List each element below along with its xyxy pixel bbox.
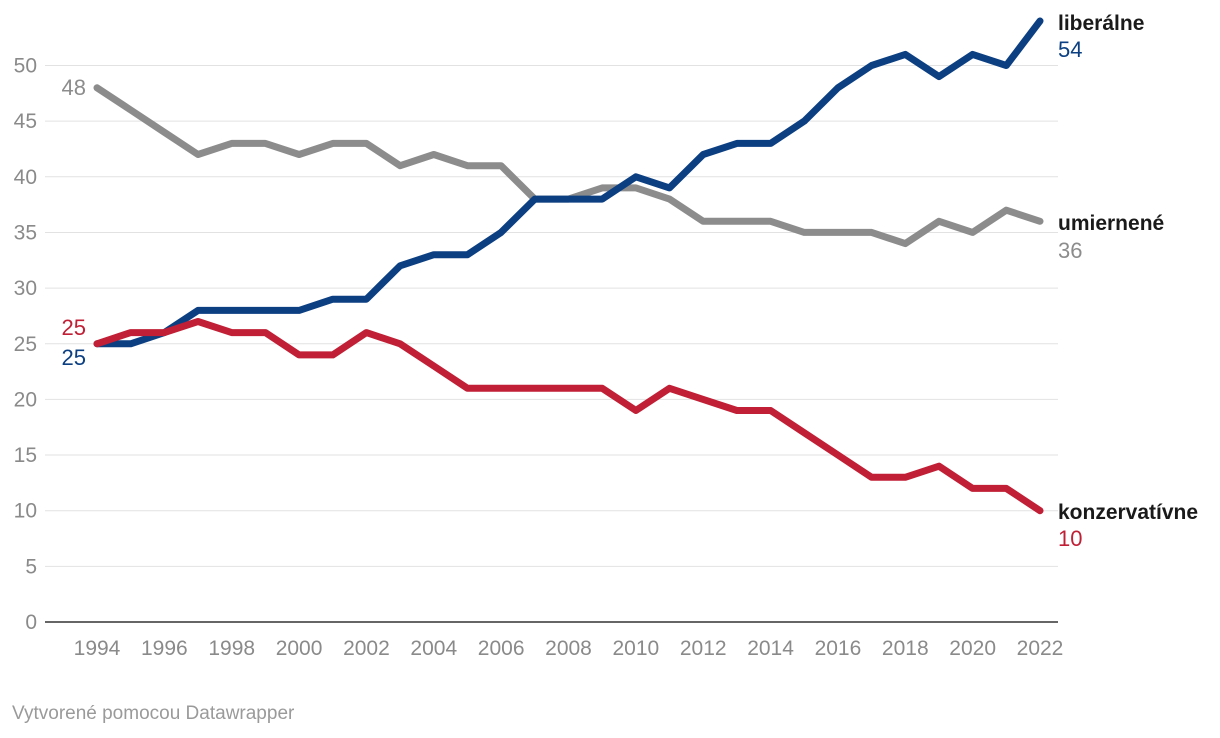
y-tick-label-25: 25 [14, 333, 37, 356]
x-tick-label-2018: 2018 [882, 637, 929, 660]
x-tick-label-2016: 2016 [815, 637, 862, 660]
x-tick-label-1994: 1994 [74, 637, 121, 660]
x-tick-label-2012: 2012 [680, 637, 727, 660]
gridlines [45, 65, 1058, 623]
series-end-value-liberalne: 54 [1058, 37, 1082, 62]
series-start-value-liberalne: 25 [62, 345, 86, 370]
y-tick-label-5: 5 [25, 555, 37, 578]
series-line-liberalne [93, 17, 1044, 348]
x-axis-ticks: 1994 1996 1998 2000 2002 2004 2006 2008 2010 2012… [74, 637, 1064, 660]
y-tick-label-20: 20 [14, 388, 37, 411]
series-start-value-konzervativne: 25 [62, 315, 86, 340]
y-tick-label-45: 45 [14, 110, 37, 133]
datawrapper-credit: Vytvorené pomocou Datawrapper [12, 703, 295, 724]
y-tick-label-35: 35 [14, 221, 37, 244]
y-tick-label-40: 40 [14, 166, 37, 189]
series-name-konzervativne: konzervatívne [1058, 501, 1198, 524]
x-tick-label-1998: 1998 [208, 637, 255, 660]
x-tick-label-2008: 2008 [545, 637, 592, 660]
y-tick-label-30: 30 [14, 277, 37, 300]
y-tick-label-15: 15 [14, 444, 37, 467]
series-end-value-umiernene: 36 [1058, 238, 1082, 263]
x-tick-label-2002: 2002 [343, 637, 390, 660]
series-end-value-konzervativne: 10 [1058, 526, 1082, 551]
x-tick-label-2022: 2022 [1017, 637, 1064, 660]
x-tick-label-2006: 2006 [478, 637, 525, 660]
y-tick-label-50: 50 [14, 55, 37, 78]
x-tick-label-2020: 2020 [949, 637, 996, 660]
x-tick-label-2004: 2004 [410, 637, 457, 660]
y-tick-label-10: 10 [14, 500, 37, 523]
y-tick-label-0: 0 [25, 611, 37, 634]
x-tick-label-2000: 2000 [276, 637, 323, 660]
x-tick-label-2014: 2014 [747, 637, 794, 660]
series-name-liberalne: liberálne [1058, 12, 1144, 35]
series-lines [93, 17, 1044, 515]
x-tick-label-1996: 1996 [141, 637, 188, 660]
y-axis-ticks: 0 5 10 15 20 25 30 35 40 45 50 [14, 55, 37, 635]
series-line-konzervativne [93, 318, 1044, 515]
series-line-umiernene [93, 84, 1044, 248]
x-tick-label-2010: 2010 [612, 637, 659, 660]
series-name-umiernene: umiernené [1058, 212, 1164, 235]
series-start-value-umiernene: 48 [62, 75, 86, 100]
